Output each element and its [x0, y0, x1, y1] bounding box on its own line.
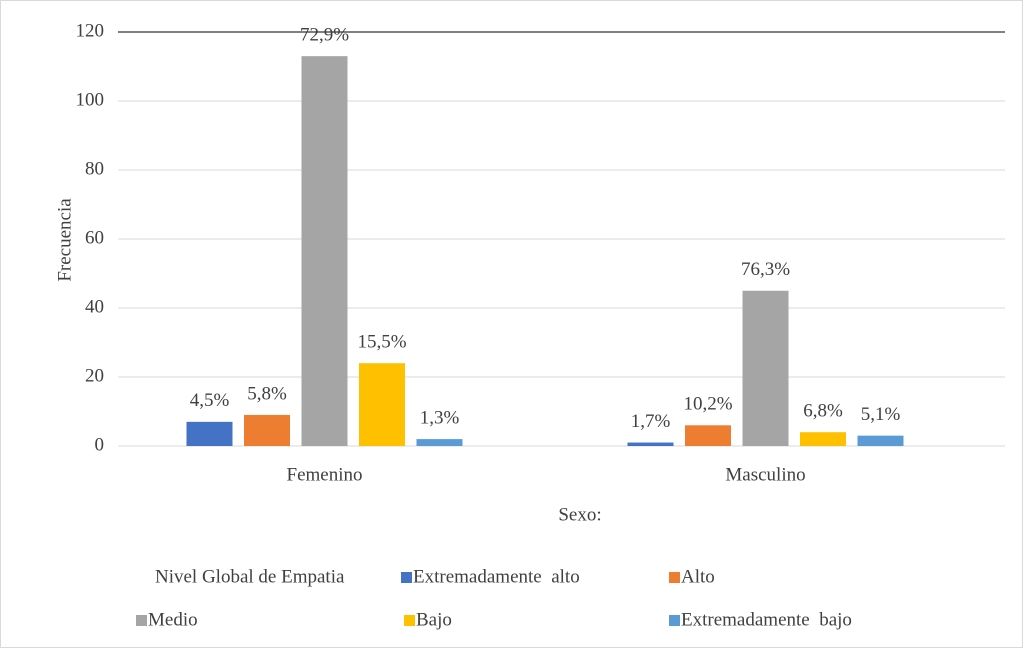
data-label: 5,1% — [861, 404, 901, 425]
x-tick-label: Masculino — [725, 464, 805, 485]
y-tick-label: 0 — [95, 434, 105, 455]
data-label: 76,3% — [741, 259, 790, 280]
y-tick-label: 120 — [76, 20, 105, 41]
data-label: 1,3% — [420, 407, 460, 428]
y-tick-label: 60 — [85, 227, 104, 248]
data-label: 1,7% — [631, 411, 671, 432]
legend-label: Bajo — [416, 609, 452, 630]
bar — [627, 442, 674, 446]
bar — [301, 56, 348, 447]
legend-title: Nivel Global de Empatia — [155, 566, 345, 587]
x-axis-label: Sexo: — [558, 504, 601, 525]
data-label: 72,9% — [300, 25, 349, 46]
y-axis-label: Frecuencia — [54, 198, 75, 282]
data-label: 10,2% — [683, 394, 732, 415]
legend-swatch — [669, 615, 680, 626]
legend-swatch — [136, 615, 147, 626]
legend-label: Extremadamente alto — [413, 566, 580, 587]
data-label: 4,5% — [190, 390, 230, 411]
bar — [742, 290, 789, 446]
bar — [244, 414, 290, 446]
bar — [800, 432, 846, 446]
legend-swatch — [669, 572, 680, 583]
y-tick-label: 100 — [76, 89, 105, 110]
legend-label: Extremadamente bajo — [681, 609, 852, 630]
y-tick-label: 40 — [85, 296, 104, 317]
data-label: 15,5% — [357, 332, 406, 353]
legend-swatch — [404, 615, 415, 626]
bar — [186, 421, 233, 446]
x-tick-label: Femenino — [287, 464, 363, 485]
data-label: 5,8% — [247, 383, 287, 404]
bar — [359, 363, 405, 446]
legend-swatch — [401, 572, 412, 583]
bar — [857, 435, 904, 446]
bar — [416, 439, 463, 446]
legend-label: Alto — [681, 566, 715, 587]
y-tick-label: 80 — [85, 158, 104, 179]
y-tick-label: 20 — [85, 365, 104, 386]
data-label: 6,8% — [803, 401, 843, 422]
bar — [685, 425, 731, 446]
legend-label: Medio — [148, 609, 198, 630]
